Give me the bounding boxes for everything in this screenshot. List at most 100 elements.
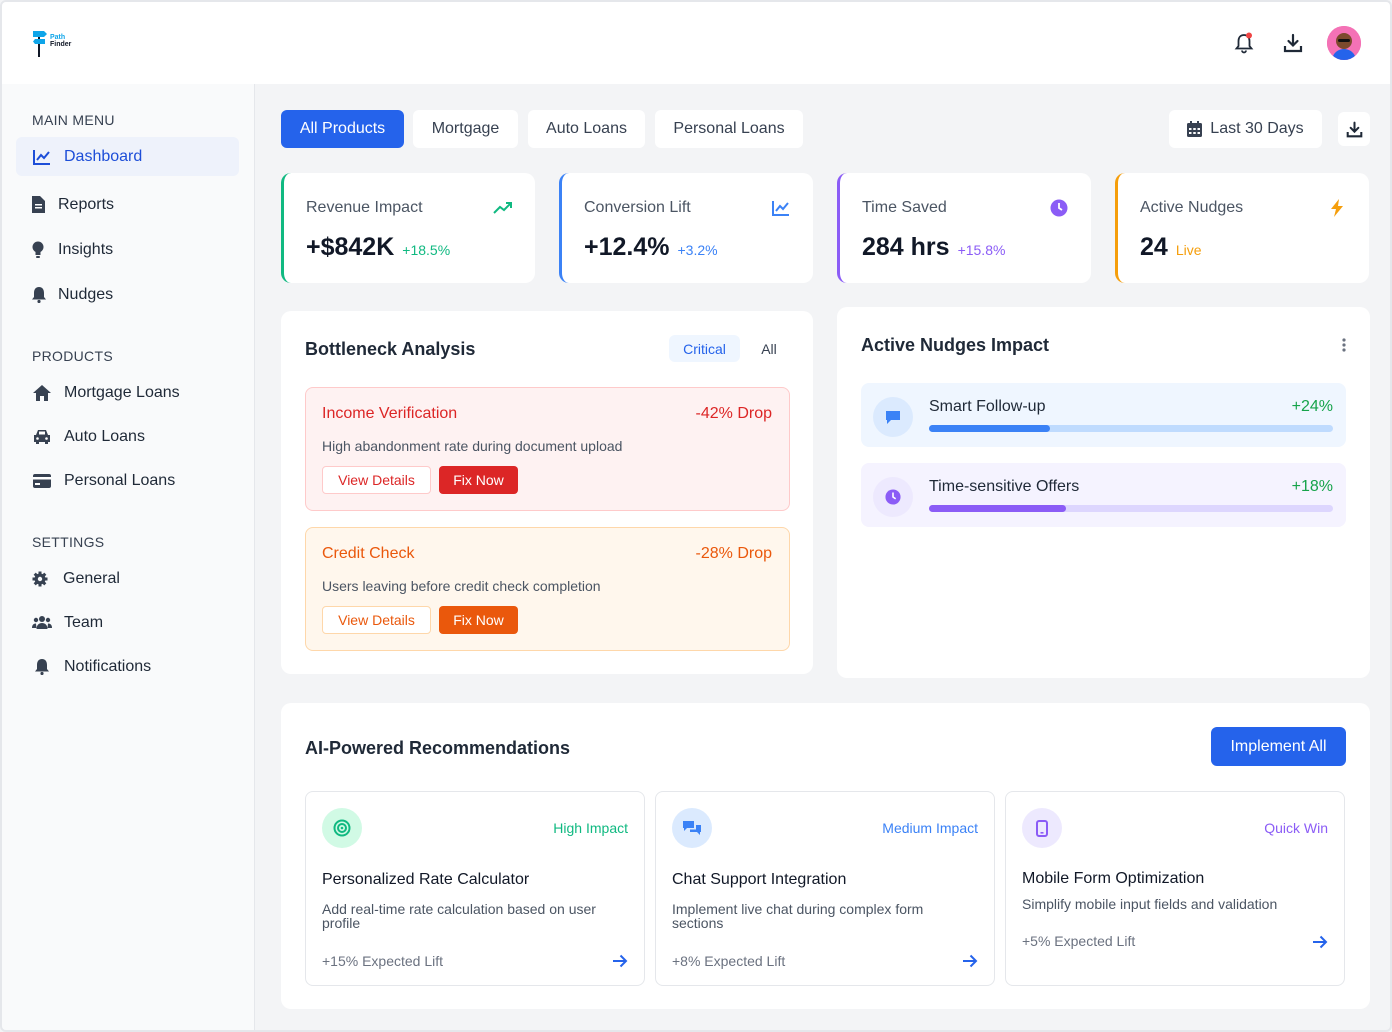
kpi-label: Conversion Lift: [584, 199, 691, 216]
view-details-button[interactable]: View Details: [322, 606, 431, 634]
recommendation-card-mobile-form[interactable]: Quick Win Mobile Form Optimization Simpl…: [1005, 791, 1345, 986]
kpi-label: Revenue Impact: [306, 199, 423, 216]
download-icon: [1346, 121, 1362, 137]
kpi-card-revenue-impact: Revenue Impact +$842K +18.5%: [281, 173, 535, 283]
sidebar-item-label: Personal Loans: [64, 471, 176, 489]
export-button[interactable]: [1338, 112, 1370, 146]
arrow-right-icon[interactable]: [610, 951, 630, 971]
mobile-icon: [1022, 808, 1062, 848]
logo-text: Path Finder: [50, 34, 71, 48]
kpi-label: Active Nudges: [1140, 199, 1244, 216]
kpi-value-text: 284 hrs: [862, 233, 950, 261]
sidebar-item-dashboard[interactable]: Dashboard: [16, 137, 239, 176]
card-title: Active Nudges Impact: [861, 335, 1050, 355]
bottleneck-drop: -28% Drop: [695, 545, 772, 562]
card-title: AI-Powered Recommendations: [305, 738, 571, 758]
sidebar-item-reports[interactable]: Reports: [16, 185, 239, 224]
progress-track: [929, 505, 1333, 512]
date-range-button[interactable]: Last 30 Days: [1169, 110, 1322, 148]
pathfinder-logo[interactable]: Path Finder: [32, 28, 78, 58]
kpi-delta: +3.2%: [677, 242, 718, 258]
nudge-item-time-sensitive-offers[interactable]: Time-sensitive Offers +18%: [861, 463, 1346, 527]
recommendation-title: Personalized Rate Calculator: [322, 871, 530, 888]
sidebar: MAIN MENU Dashboard Reports Insights Nud…: [2, 84, 255, 1030]
sidebar-item-label: Reports: [58, 195, 115, 213]
kpi-value: +12.4% +3.2%: [584, 233, 718, 262]
fix-now-button[interactable]: Fix Now: [439, 606, 518, 634]
sidebar-item-label: Auto Loans: [64, 427, 145, 445]
progress-fill: [929, 425, 1051, 432]
arrow-right-icon[interactable]: [1310, 932, 1330, 952]
fix-now-button[interactable]: Fix Now: [439, 466, 518, 494]
tab-all-products[interactable]: All Products: [281, 110, 404, 148]
bottleneck-desc: High abandonment rate during document up…: [322, 438, 623, 454]
sidebar-item-team[interactable]: Team: [16, 603, 239, 642]
settings-title: SETTINGS: [32, 534, 105, 550]
users-icon: [32, 613, 52, 633]
bolt-icon: [1327, 198, 1347, 218]
kpi-value: +$842K +18.5%: [306, 233, 450, 262]
recommendation-card-rate-calculator[interactable]: High Impact Personalized Rate Calculator…: [305, 791, 645, 986]
sidebar-item-nudges[interactable]: Nudges: [16, 275, 239, 314]
sidebar-item-notifications[interactable]: Notifications: [16, 647, 239, 686]
target-icon: [322, 808, 362, 848]
kpi-delta: Live: [1175, 242, 1202, 258]
gear-icon: [32, 569, 51, 589]
sidebar-item-mortgage-loans[interactable]: Mortgage Loans: [16, 373, 239, 412]
header-download-button[interactable]: [1282, 32, 1304, 54]
sidebar-item-general[interactable]: General: [16, 559, 239, 598]
recommendation-card-chat-support[interactable]: Medium Impact Chat Support Integration I…: [655, 791, 995, 986]
kpi-delta: +15.8%: [957, 242, 1006, 258]
bottleneck-item-credit-check: Credit Check -28% Drop Users leaving bef…: [305, 527, 790, 651]
sidebar-item-insights[interactable]: Insights: [16, 230, 239, 269]
main-menu-title: MAIN MENU: [32, 112, 115, 128]
nudge-name: Smart Follow-up: [929, 398, 1046, 415]
sidebar-item-personal-loans[interactable]: Personal Loans: [16, 461, 239, 500]
recommendation-desc: Implement live chat during complex form …: [672, 901, 924, 931]
nudge-pct: +24%: [1291, 398, 1333, 415]
kpi-label: Time Saved: [862, 199, 947, 216]
ai-recommendations-card: AI-Powered Recommendations Implement All…: [281, 703, 1370, 1009]
more-options-icon[interactable]: [1340, 337, 1348, 353]
expected-lift: +8% Expected Lift: [672, 953, 786, 969]
tab-personal-loans[interactable]: Personal Loans: [655, 110, 803, 148]
nudge-name: Time-sensitive Offers: [929, 478, 1080, 495]
user-avatar[interactable]: [1327, 26, 1361, 60]
impact-tag: Quick Win: [1264, 820, 1328, 836]
signpost-icon: [33, 31, 47, 57]
kpi-delta: +18.5%: [402, 242, 451, 258]
bottleneck-desc: Users leaving before credit check comple…: [322, 578, 601, 594]
notification-bell-button[interactable]: [1233, 32, 1255, 54]
kpi-value-text: +$842K: [306, 233, 395, 261]
recommendation-desc: Add real-time rate calculation based on …: [322, 901, 596, 931]
sidebar-item-label: Insights: [58, 240, 114, 258]
chat-bubbles-icon: [672, 808, 712, 848]
bottleneck-analysis-card: Bottleneck Analysis Critical All Income …: [281, 311, 813, 674]
bell-icon: [32, 657, 52, 677]
logo-line-1: Path: [50, 34, 66, 41]
progress-fill: [929, 505, 1067, 512]
credit-card-icon: [32, 471, 52, 491]
sidebar-item-auto-loans[interactable]: Auto Loans: [16, 417, 239, 456]
arrow-right-icon[interactable]: [960, 951, 980, 971]
sidebar-item-label: Dashboard: [64, 147, 143, 165]
bell-icon: [1234, 32, 1254, 54]
sidebar-item-label: Mortgage Loans: [64, 383, 180, 401]
kpi-value-text: 24: [1140, 233, 1168, 261]
trend-up-icon: [493, 198, 513, 218]
date-range-label: Last 30 Days: [1210, 120, 1304, 137]
nudge-item-smart-follow-up[interactable]: Smart Follow-up +24%: [861, 383, 1346, 447]
download-icon: [1283, 33, 1303, 53]
tab-mortgage[interactable]: Mortgage: [413, 110, 518, 148]
sidebar-item-label: General: [63, 569, 120, 587]
filter-critical[interactable]: Critical: [669, 335, 740, 362]
tab-auto-loans[interactable]: Auto Loans: [528, 110, 645, 148]
expected-lift: +15% Expected Lift: [322, 953, 444, 969]
kpi-value-text: +12.4%: [584, 233, 670, 261]
implement-all-button[interactable]: Implement All: [1211, 727, 1346, 766]
logo-line-2: Finder: [50, 41, 72, 48]
expected-lift: +5% Expected Lift: [1022, 933, 1136, 949]
filter-all[interactable]: All: [761, 340, 777, 357]
view-details-button[interactable]: View Details: [322, 466, 431, 494]
